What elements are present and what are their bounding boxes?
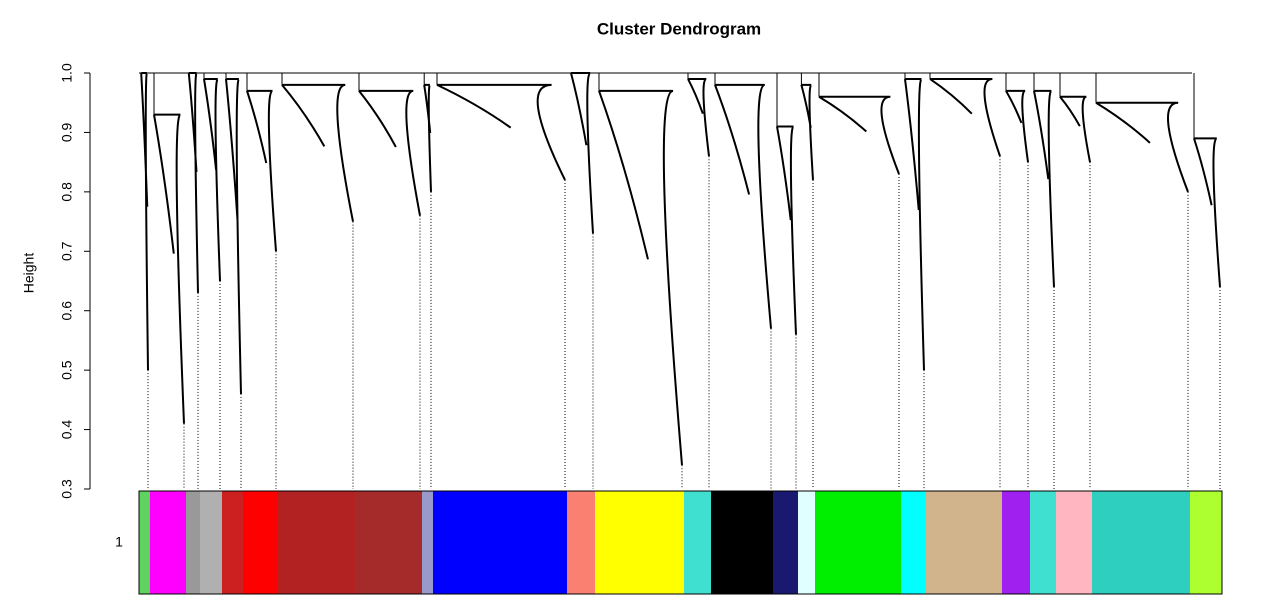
y-tick-label: 1.0: [59, 63, 75, 83]
y-tick-label: 0.8: [59, 182, 75, 202]
branch: [776, 125, 797, 335]
chart-title: Cluster Dendrogram: [597, 19, 761, 38]
module-color: [150, 491, 186, 594]
module-color: [901, 491, 926, 594]
module-color: [684, 491, 711, 594]
module-color: [773, 491, 798, 594]
branch: [1033, 89, 1055, 287]
branch: [929, 77, 1001, 157]
module-color: [139, 491, 150, 594]
branch: [818, 95, 900, 175]
module-color: [711, 491, 773, 594]
y-tick-label: 0.4: [59, 420, 75, 440]
module-color: [186, 491, 200, 594]
module-color: [1190, 491, 1222, 594]
color-bar-frame: [138, 490, 1223, 595]
branch: [1059, 95, 1091, 163]
module-color: [798, 491, 815, 594]
branch: [1193, 137, 1221, 288]
branch: [246, 89, 277, 252]
module-color: [422, 491, 433, 594]
module-color: [926, 491, 1002, 594]
branch: [1005, 89, 1029, 163]
branch: [423, 83, 432, 192]
module-color: [433, 491, 567, 594]
y-tick-label: 0.3: [59, 479, 75, 499]
branch: [203, 77, 221, 282]
y-tick-label: 0.6: [59, 301, 75, 321]
branch: [225, 77, 242, 394]
module-color: [200, 491, 222, 594]
module-color: [222, 491, 243, 594]
branch: [598, 89, 683, 466]
branch: [140, 72, 149, 371]
y-tick-label: 0.9: [59, 122, 75, 142]
module-color: [595, 491, 684, 594]
module-color: [567, 491, 595, 594]
module-color: [1056, 491, 1092, 594]
branch: [904, 77, 925, 371]
branch: [187, 72, 199, 293]
module-color: [355, 491, 422, 594]
module-color: [1002, 491, 1030, 594]
module-color: [1030, 491, 1056, 594]
branch: [800, 83, 814, 181]
branch: [714, 83, 772, 329]
y-tick-label: 0.5: [59, 360, 75, 380]
branch: [570, 72, 594, 234]
y-axis-label: Height: [21, 253, 37, 294]
branch: [436, 83, 566, 181]
branch: [1095, 101, 1189, 193]
branch: [281, 83, 354, 222]
module-color: [1092, 491, 1190, 594]
branch: [687, 77, 710, 157]
module-color: [815, 491, 901, 594]
branch: [153, 113, 185, 424]
module-color: [278, 491, 355, 594]
y-tick-label: 0.7: [59, 241, 75, 261]
module-color: [243, 491, 278, 594]
row-label: 1: [115, 534, 123, 550]
branch: [358, 89, 421, 216]
